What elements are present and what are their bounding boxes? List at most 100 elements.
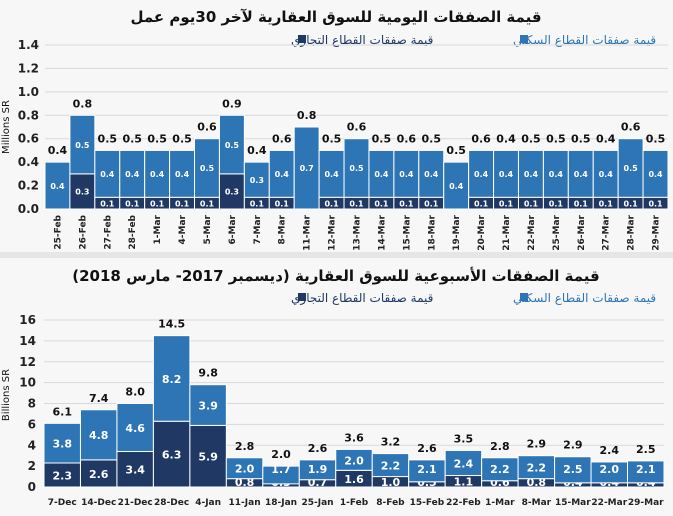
bar-residential (554, 456, 592, 484)
data-label-total: 0.5 (372, 132, 392, 145)
data-label-residential: 2.2 (381, 459, 401, 472)
x-tick-label: 7-Dec (48, 498, 77, 508)
data-label-total: 0.5 (571, 132, 591, 145)
data-label-residential: 2.1 (417, 463, 437, 476)
x-tick-label: 15-Mar (402, 214, 412, 250)
data-label-residential: 0.4 (275, 170, 290, 179)
data-label-commercial: 0.1 (599, 199, 614, 208)
data-label-residential: 1.7 (271, 463, 291, 476)
data-label-commercial: 0.1 (524, 199, 539, 208)
data-label-total: 0.8 (297, 109, 317, 122)
data-label-total: 2.9 (563, 439, 583, 452)
data-label-residential: 0.5 (225, 141, 240, 150)
x-tick-label: 25-Jan (301, 498, 333, 508)
y-tick-label: 0.6 (18, 132, 39, 146)
y-tick-label: 0 (28, 480, 36, 494)
data-label-total: 0.5 (322, 132, 342, 145)
x-tick-label: 15-Feb (410, 498, 445, 508)
data-label-residential: 0.4 (474, 170, 489, 179)
data-label-total: 0.6 (347, 121, 367, 134)
y-tick-label: 1.0 (18, 85, 39, 99)
x-tick-label: 12-Mar (328, 214, 338, 250)
data-label-total: 0.5 (446, 144, 466, 157)
data-label-residential: 2.0 (600, 463, 620, 476)
data-label-residential: 3.8 (52, 438, 72, 451)
legend-swatch-residential (520, 35, 528, 43)
x-tick-label: 22-Mar (591, 498, 627, 508)
data-label-total: 0.5 (147, 132, 167, 145)
data-label-total: 0.5 (422, 132, 442, 145)
x-tick-label: 6-Mar (228, 214, 238, 244)
bar-residential (169, 149, 196, 198)
data-label-residential: 0.4 (599, 170, 614, 179)
data-label-residential: 0.4 (648, 170, 663, 179)
data-label-commercial: 0.3 (75, 188, 89, 197)
bar-commercial (218, 173, 245, 210)
bar-residential (189, 384, 227, 426)
bar-residential (268, 149, 295, 198)
bar-residential (218, 114, 245, 175)
x-tick-label: 8-Feb (376, 498, 405, 508)
data-label-total: 0.6 (471, 132, 491, 145)
x-tick-label: 21-Mar (502, 214, 512, 250)
bar-residential (318, 149, 345, 198)
x-tick-label: 22-Mar (527, 214, 537, 250)
legend-swatch-commercial (298, 293, 306, 301)
data-label-commercial: 0.1 (175, 199, 190, 208)
x-tick-label: 1-Mar (153, 214, 163, 244)
data-label-commercial: 0.1 (424, 199, 439, 208)
data-label-commercial: 0.1 (250, 199, 265, 208)
data-label-residential: 2.0 (235, 463, 255, 476)
data-label-total: 0.4 (247, 144, 267, 157)
data-label-residential: 0.4 (150, 170, 165, 179)
data-label-total: 2.9 (527, 438, 547, 451)
x-tick-label: 29-Mar (628, 498, 664, 508)
chart-background (0, 0, 673, 252)
bar-residential (642, 149, 669, 198)
data-label-commercial: 0.1 (275, 199, 290, 208)
x-tick-label: 28-Dec (154, 498, 189, 508)
y-tick-label: 12 (19, 355, 36, 369)
x-tick-label: 28-Mar (627, 214, 637, 250)
chart-2: قيمة الصفقات الأسبوعية للسوق العقارية (د… (0, 258, 673, 516)
x-tick-label: 14-Mar (377, 214, 387, 250)
bar-residential (79, 409, 118, 461)
chart-title: قيمة الصفقات اليومية للسوق العقارية لآخر… (130, 8, 541, 26)
y-tick-label: 2 (28, 459, 36, 473)
data-label-residential: 0.4 (125, 170, 140, 179)
data-label-total: 0.8 (73, 97, 93, 110)
data-label-total: 6.1 (52, 405, 72, 418)
data-label-total: 3.5 (454, 432, 474, 445)
y-axis-label: Billions SR (1, 369, 12, 421)
data-label-commercial: 0.1 (574, 199, 589, 208)
data-label-commercial: 0.1 (150, 199, 165, 208)
bar-residential (368, 149, 395, 198)
y-tick-label: 1.2 (18, 61, 39, 75)
data-label-commercial: 0.8 (527, 476, 547, 489)
x-tick-label: 1-Mar (485, 498, 515, 508)
bar-residential (393, 149, 420, 198)
data-label-total: 0.5 (122, 132, 142, 145)
data-label-total: 0.5 (172, 132, 192, 145)
data-label-commercial: 0.1 (499, 199, 514, 208)
bar-residential (144, 149, 171, 198)
x-tick-label: 4-Mar (178, 214, 188, 244)
y-tick-label: 0.2 (18, 179, 39, 193)
data-label-residential: 0.5 (349, 164, 364, 173)
bar-residential (152, 335, 191, 422)
bar-residential (119, 149, 146, 198)
data-label-total: 0.5 (646, 132, 666, 145)
x-tick-label: 27-Mar (602, 214, 612, 250)
data-label-total: 0.9 (222, 97, 242, 110)
data-label-total: 2.6 (417, 442, 437, 455)
x-tick-label: 5-Mar (203, 214, 213, 244)
data-label-commercial: 0.1 (648, 199, 663, 208)
data-label-residential: 1.9 (308, 463, 328, 476)
chart-title: قيمة الصفقات الأسبوعية للسوق العقارية (د… (72, 267, 599, 285)
y-tick-label: 0.8 (18, 108, 39, 122)
data-label-commercial: 2.3 (52, 469, 72, 482)
x-tick-label: 7-Mar (253, 214, 263, 244)
data-label-residential: 0.4 (324, 170, 339, 179)
x-tick-label: 18-Mar (427, 214, 437, 250)
data-label-commercial: 5.9 (198, 451, 218, 464)
